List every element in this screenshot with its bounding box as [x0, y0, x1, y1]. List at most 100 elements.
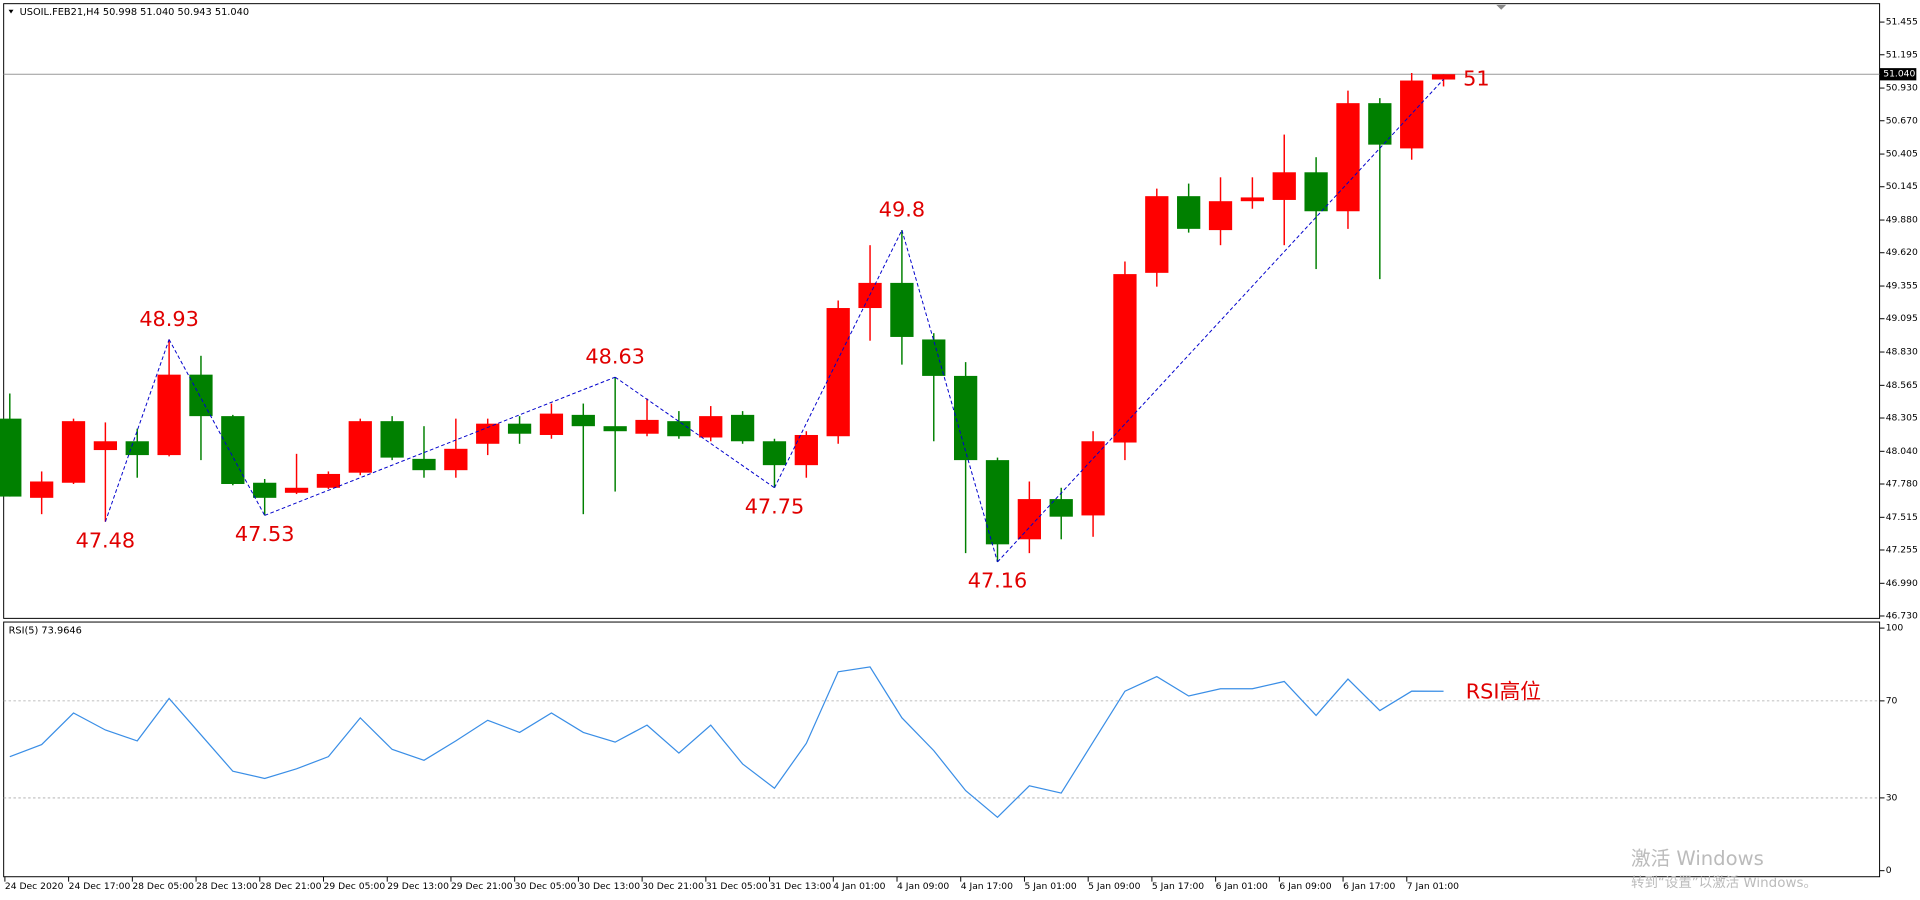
- x-tick-label: 6 Jan 09:00: [1279, 881, 1331, 892]
- y-tick-label: 50.930: [1886, 83, 1918, 94]
- menu-arrow: [8, 9, 14, 14]
- candle-body: [1336, 103, 1360, 212]
- candle-body: [380, 421, 404, 458]
- candle-body: [93, 441, 118, 451]
- y-tick-label: 51.455: [1886, 17, 1918, 28]
- x-tick-label: 29 Dec 05:00: [324, 881, 386, 892]
- zigzag-label: 47.48: [76, 528, 136, 552]
- x-tick-label: 29 Dec 21:00: [451, 881, 513, 892]
- candle-body: [667, 421, 691, 437]
- y-tick-label: 47.255: [1886, 544, 1918, 555]
- candle-body: [284, 487, 309, 493]
- y-tick-label: 48.565: [1886, 380, 1918, 391]
- rsi-pane: [3, 621, 1881, 878]
- candle-body: [1177, 196, 1201, 229]
- candle-body: [1208, 201, 1233, 231]
- candle-body: [444, 448, 468, 471]
- y-tick-label: 46.990: [1886, 578, 1918, 589]
- y-tick-label: 47.515: [1886, 512, 1918, 523]
- zigzag-segment: [901, 229, 998, 563]
- zigzag-segment: [997, 78, 1444, 563]
- x-tick-label: 4 Jan 09:00: [897, 881, 949, 892]
- x-tick-label: 28 Dec 13:00: [196, 881, 258, 892]
- y-tick-label: 50.405: [1886, 149, 1918, 160]
- candle-body: [762, 441, 787, 466]
- candle-body: [1145, 196, 1169, 273]
- x-tick-label: 5 Jan 09:00: [1088, 881, 1140, 892]
- zigzag-label: 49.8: [879, 198, 925, 222]
- y-tick-label: 70: [1886, 695, 1898, 706]
- rsi-title: RSI(5) 73.9646: [9, 626, 82, 637]
- x-tick-label: 7 Jan 01:00: [1407, 881, 1459, 892]
- price-pane: [3, 3, 1881, 619]
- x-tick-label: 31 Dec 05:00: [706, 881, 768, 892]
- y-tick-label: 49.355: [1886, 281, 1918, 292]
- candle-body: [985, 460, 1010, 545]
- candle-body: [507, 423, 532, 434]
- x-tick-label: 30 Dec 13:00: [578, 881, 640, 892]
- x-tick-label: 24 Dec 17:00: [69, 881, 131, 892]
- candle-body: [571, 414, 595, 427]
- current-price-label: 51.040: [1883, 69, 1915, 80]
- candle-body: [539, 413, 564, 435]
- x-tick-label: 5 Jan 01:00: [1024, 881, 1076, 892]
- x-tick-label: 29 Dec 13:00: [387, 881, 449, 892]
- candle-body: [922, 339, 946, 376]
- y-tick-label: 48.040: [1886, 446, 1918, 457]
- chart-title: USOIL.FEB21,H4 50.998 51.040 50.943 51.0…: [20, 7, 250, 18]
- zigzag-segment: [264, 376, 616, 516]
- candle-body: [1113, 274, 1137, 443]
- zigzag-label: 48.63: [585, 345, 645, 369]
- y-tick-label: 50.670: [1886, 115, 1918, 126]
- candle-body: [1017, 499, 1041, 540]
- candle-body: [794, 434, 818, 466]
- y-tick-label: 49.620: [1886, 247, 1918, 258]
- candle-body: [699, 416, 723, 438]
- y-tick-label: 30: [1886, 792, 1898, 803]
- candle-body: [1240, 197, 1265, 202]
- candle-body: [730, 414, 755, 442]
- x-tick-label: 6 Jan 17:00: [1343, 881, 1395, 892]
- y-tick-label: 48.830: [1886, 347, 1918, 358]
- x-tick-label: 5 Jan 17:00: [1152, 881, 1204, 892]
- x-tick-label: 28 Dec 05:00: [132, 881, 194, 892]
- candle-body: [1272, 172, 1296, 200]
- x-tick-label: 4 Jan 01:00: [833, 881, 885, 892]
- candle-body: [221, 416, 245, 485]
- candle-body: [253, 482, 277, 498]
- y-tick-label: 47.780: [1886, 479, 1918, 490]
- x-tick-label: 24 Dec 2020: [5, 881, 64, 892]
- x-tick-label: 31 Dec 13:00: [770, 881, 832, 892]
- watermark: 激活 Windows: [1631, 847, 1764, 870]
- candle-body: [890, 282, 914, 337]
- zigzag-label: 51: [1463, 66, 1489, 90]
- candle-body: [157, 374, 181, 456]
- candle-body: [1304, 172, 1328, 212]
- candle-body: [412, 458, 436, 471]
- candle-body: [826, 308, 850, 437]
- candle-body: [476, 423, 500, 444]
- rsi-annotation: RSI高位: [1466, 679, 1541, 703]
- zigzag-label: 47.75: [745, 494, 805, 518]
- zigzag-segment: [614, 376, 775, 489]
- candle-body: [189, 374, 213, 417]
- y-tick-label: 51.195: [1886, 49, 1918, 60]
- candle-body: [30, 481, 54, 498]
- candle-body: [348, 421, 372, 473]
- candle-body: [316, 473, 341, 488]
- x-tick-label: 6 Jan 01:00: [1216, 881, 1268, 892]
- y-tick-label: 46.730: [1886, 610, 1918, 621]
- y-tick-label: 0: [1886, 865, 1892, 876]
- y-tick-label: 49.095: [1886, 313, 1918, 324]
- candle-body: [1431, 74, 1456, 80]
- current-price-box: [1879, 68, 1917, 81]
- zigzag-segment: [104, 339, 170, 522]
- watermark: 转到“设置”以激活 Windows。: [1631, 875, 1817, 891]
- candle-body: [125, 441, 149, 456]
- x-tick-label: 28 Dec 21:00: [260, 881, 322, 892]
- candle-body: [61, 421, 86, 483]
- zigzag-label: 47.16: [968, 569, 1028, 593]
- y-tick-label: 48.305: [1886, 413, 1918, 424]
